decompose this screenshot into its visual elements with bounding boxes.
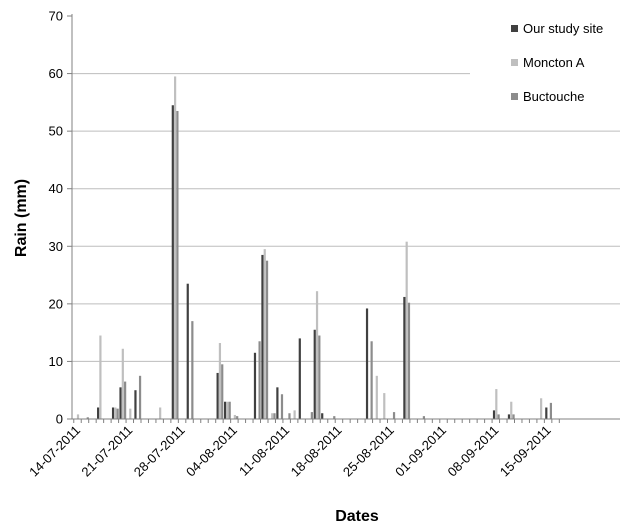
bar-our-study-site-22-08-2011 <box>365 308 369 419</box>
x-tick-label: 21-07-2011 <box>78 423 135 480</box>
bar-moncton-a-21-07-2011 <box>129 408 132 419</box>
bar-buctouche-08-08-2011 <box>265 260 269 419</box>
bar-buctouche-22-07-2011 <box>138 375 142 419</box>
bar-buctouche-15-08-2011 <box>318 335 321 419</box>
y-tick-label: 10 <box>49 354 63 369</box>
bar-our-study-site-08-09-2011 <box>492 410 496 419</box>
bar-moncton-a-20-07-2011 <box>121 348 124 419</box>
bar-our-study-site-10-09-2011 <box>507 414 511 419</box>
x-axis-title: Dates <box>335 508 379 525</box>
bar-moncton-a-23-08-2011 <box>375 375 378 419</box>
bar-our-study-site-27-07-2011 <box>171 105 174 420</box>
bar-our-study-site-27-08-2011 <box>403 296 406 419</box>
bar-moncton-a-08-09-2011 <box>495 389 498 419</box>
legend-label: Moncton A <box>523 55 585 70</box>
bar-buctouche-04-08-2011 <box>236 416 239 419</box>
legend: Our study site Moncton A Buctouche <box>511 21 603 104</box>
y-tick-label: 0 <box>56 412 63 427</box>
bar-buctouche-02-08-2011 <box>221 364 224 419</box>
bar-our-study-site-17-07-2011 <box>97 407 100 419</box>
bars <box>76 76 553 420</box>
bar-buctouche-10-08-2011 <box>280 394 284 419</box>
bar-buctouche-08-09-2011 <box>497 414 500 419</box>
bar-moncton-a-17-07-2011 <box>99 335 102 419</box>
bar-our-study-site-19-07-2011 <box>111 407 115 419</box>
bar-buctouche-17-08-2011 <box>333 416 336 419</box>
x-tick-label: 01-09-2011 <box>392 423 449 480</box>
bar-moncton-a-10-09-2011 <box>510 401 513 419</box>
bar-our-study-site-15-08-2011 <box>313 329 316 419</box>
gridlines <box>72 73 620 362</box>
bar-buctouche-07-08-2011 <box>258 341 261 419</box>
y-axis-title: Rain (mm) <box>13 179 30 257</box>
bar-our-study-site-02-08-2011 <box>216 372 219 419</box>
x-tick-label: 25-08-2011 <box>340 423 397 480</box>
y-tick-label: 60 <box>49 66 63 81</box>
x-tick-label: 14-07-2011 <box>26 423 83 480</box>
bar-moncton-a-24-08-2011 <box>383 393 386 419</box>
x-tick-label: 08-09-2011 <box>444 423 501 480</box>
bar-our-study-site-16-08-2011 <box>321 413 324 419</box>
x-tick-label: 15-09-2011 <box>497 423 554 480</box>
bar-moncton-a-03-08-2011 <box>226 401 229 419</box>
y-tick-label: 40 <box>49 181 63 196</box>
x-tick-label: 04-08-2011 <box>183 423 240 480</box>
bar-our-study-site-22-07-2011 <box>134 390 137 419</box>
x-tick-label: 18-08-2011 <box>288 423 345 480</box>
bar-moncton-a-27-07-2011 <box>174 76 177 419</box>
y-tick-label: 20 <box>49 296 63 311</box>
bar-buctouche-15-07-2011 <box>86 417 89 419</box>
bar-moncton-a-14-09-2011 <box>540 398 543 419</box>
x-tick-label: 11-08-2011 <box>236 423 292 479</box>
bar-our-study-site-07-08-2011 <box>253 352 257 419</box>
legend-label: Our study site <box>523 21 603 36</box>
bar-our-study-site-10-08-2011 <box>276 387 279 419</box>
bar-moncton-a-27-08-2011 <box>405 241 408 419</box>
y-tick-label: 70 <box>49 9 63 24</box>
bar-buctouche-22-08-2011 <box>370 341 373 419</box>
bar-buctouche-29-08-2011 <box>422 416 426 419</box>
bar-moncton-a-15-08-2011 <box>315 291 319 419</box>
bar-moncton-a-02-08-2011 <box>218 343 222 419</box>
y-tick-label: 30 <box>49 239 63 254</box>
bar-buctouche-15-09-2011 <box>549 402 553 419</box>
bar-our-study-site-15-09-2011 <box>545 407 548 419</box>
bar-buctouche-25-08-2011 <box>392 412 396 419</box>
legend-swatch <box>511 25 518 32</box>
legend-swatch <box>511 93 518 100</box>
bar-moncton-a-25-07-2011 <box>159 407 162 419</box>
bar-buctouche-11-08-2011 <box>288 413 291 419</box>
bar-buctouche-19-07-2011 <box>116 408 119 419</box>
bar-moncton-a-14-07-2011 <box>76 414 80 419</box>
bar-moncton-a-08-08-2011 <box>263 249 266 419</box>
bar-buctouche-10-09-2011 <box>512 414 515 419</box>
bar-buctouche-14-08-2011 <box>310 412 313 419</box>
bar-moncton-a-12-08-2011 <box>293 410 296 419</box>
bar-moncton-a-09-08-2011 <box>271 413 274 419</box>
bar-our-study-site-20-07-2011 <box>119 387 122 419</box>
bar-buctouche-20-07-2011 <box>124 381 127 419</box>
bar-buctouche-27-08-2011 <box>407 302 411 419</box>
bar-moncton-a-19-07-2011 <box>114 407 117 419</box>
bar-buctouche-09-08-2011 <box>273 413 276 419</box>
bar-our-study-site-29-07-2011 <box>186 283 189 419</box>
bar-our-study-site-03-08-2011 <box>224 401 227 419</box>
x-tick-label: 28-07-2011 <box>131 423 188 480</box>
bar-our-study-site-08-08-2011 <box>261 254 264 419</box>
bar-moncton-a-04-08-2011 <box>233 414 236 419</box>
legend-swatch <box>511 59 518 66</box>
y-tick-label: 50 <box>49 124 63 139</box>
bar-buctouche-27-07-2011 <box>176 110 179 420</box>
bar-buctouche-29-07-2011 <box>191 321 194 419</box>
bar-buctouche-03-08-2011 <box>228 401 231 419</box>
legend-label: Buctouche <box>523 89 584 104</box>
bar-our-study-site-13-08-2011 <box>298 338 301 419</box>
